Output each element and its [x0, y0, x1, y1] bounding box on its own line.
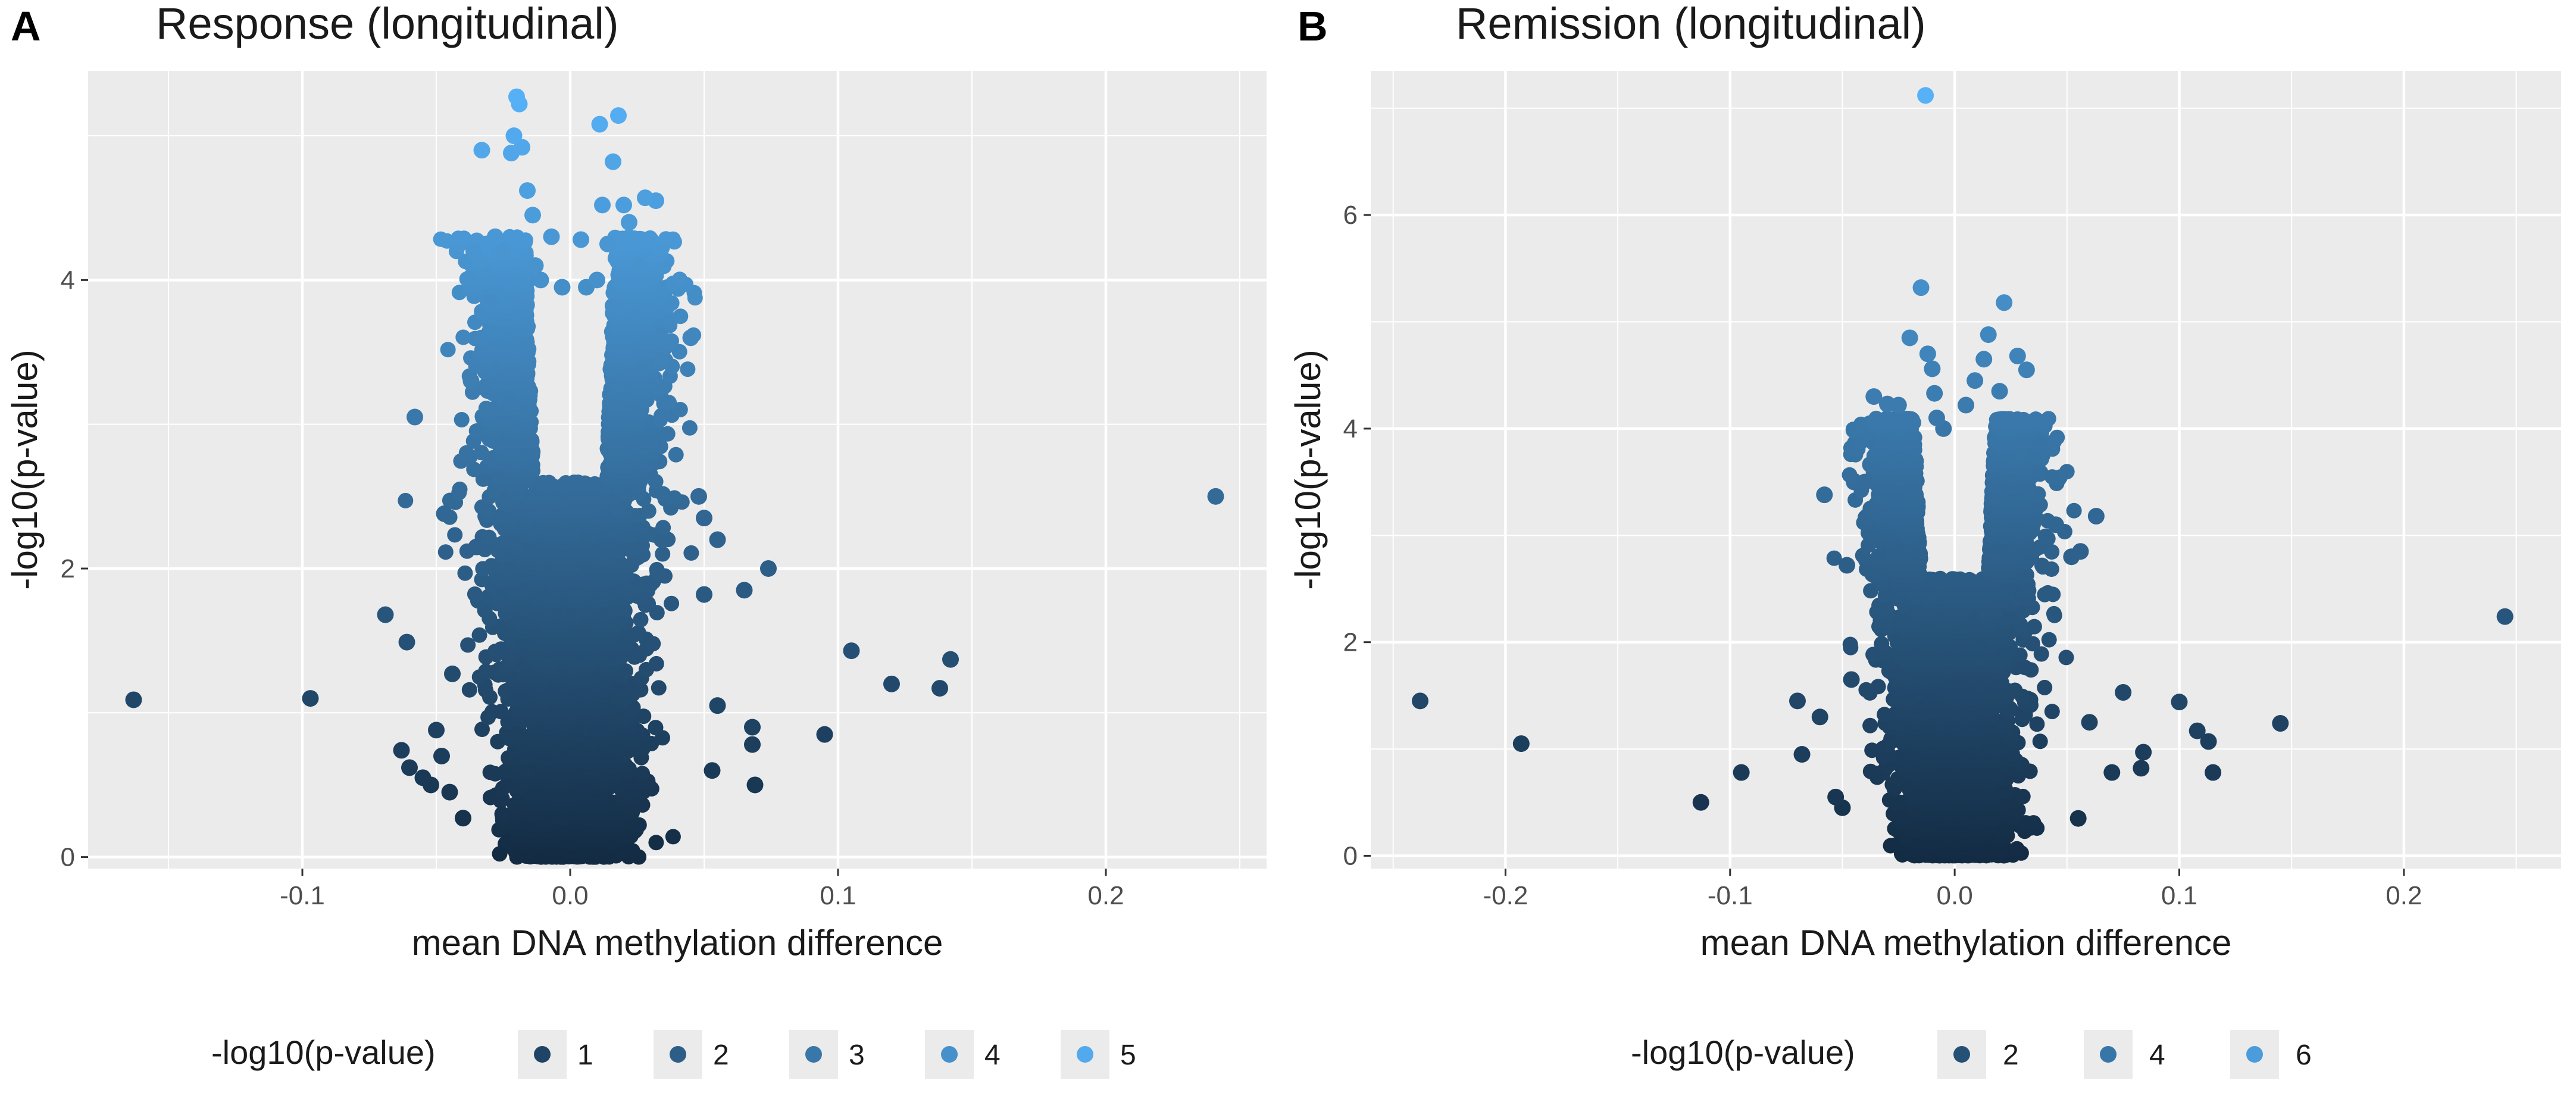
cloud-point: [673, 308, 689, 324]
cloud-point: [648, 720, 664, 736]
cloud-point: [648, 655, 664, 672]
gridlines-a: [88, 71, 1267, 869]
cloud-point: [649, 561, 665, 577]
plot-background-a: [88, 71, 1267, 869]
point-cloud-a: [398, 229, 703, 865]
cloud-point: [668, 447, 684, 463]
chart-title-a: Response (longitudinal): [156, 0, 618, 48]
cloud-point: [651, 680, 667, 696]
cloud-point: [440, 342, 456, 358]
cloud-point: [467, 586, 483, 602]
panel-letter-a: A: [11, 3, 41, 49]
panel-a: A Response (longitudinal) -0.1 0.0 0.1 0.20…: [5, 0, 1267, 1079]
cloud-point: [648, 835, 664, 851]
cloud-point: [398, 492, 414, 508]
cloud-point: [512, 725, 528, 741]
cloud-point: [454, 412, 470, 427]
cloud-point: [455, 329, 471, 345]
cloud-point: [457, 565, 473, 581]
cloud-point: [672, 271, 687, 288]
cloud-point: [461, 682, 477, 698]
cloud-point: [683, 545, 699, 561]
cloud-point: [655, 546, 671, 562]
cloud-point: [452, 481, 468, 497]
cloud-point: [478, 663, 494, 679]
cloud-point: [634, 766, 651, 782]
cloud-point: [541, 474, 557, 491]
cloud-point: [680, 361, 696, 377]
cloud-point: [474, 722, 490, 737]
cloud-point: [495, 535, 511, 551]
cloud-point: [664, 595, 680, 611]
cloud-point: [665, 829, 681, 845]
cloud-point: [630, 625, 646, 641]
cloud-point: [494, 806, 510, 822]
cloud-point: [633, 611, 649, 627]
cloud-point: [655, 520, 671, 536]
cloud-point: [570, 474, 586, 491]
cloud-point: [493, 704, 509, 720]
cloud-point: [437, 544, 454, 560]
cloud-point: [482, 764, 498, 780]
cloud-point: [681, 420, 698, 436]
cloud-point: [447, 527, 463, 543]
cloud-point: [471, 627, 487, 643]
